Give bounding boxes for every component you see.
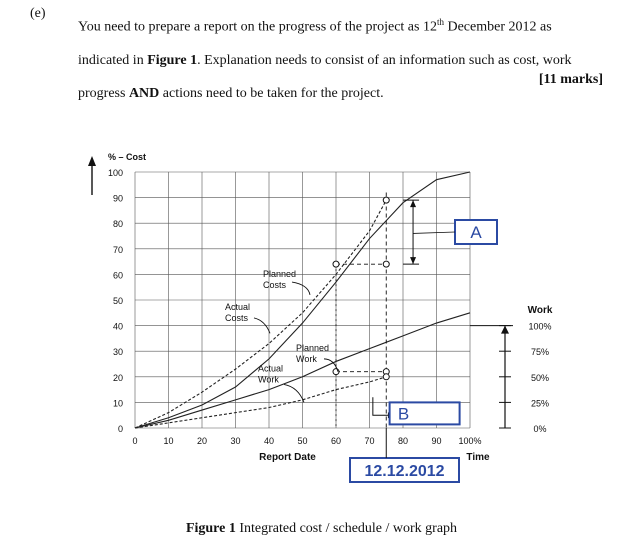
x-tick-label: 90 xyxy=(431,436,441,446)
y-tick-label: 90 xyxy=(113,194,123,204)
question-text: You need to prepare a report on the prog… xyxy=(78,6,598,110)
annotation-layer: A B 12.12.2012 xyxy=(332,192,513,483)
superscript-th: th xyxy=(436,17,444,27)
x-tick-label: 100% xyxy=(458,436,481,446)
x-tick-label: 20 xyxy=(197,436,207,446)
box-a-label: A xyxy=(470,223,482,242)
x-tick-label: 30 xyxy=(230,436,240,446)
marker-point-2 xyxy=(332,260,340,268)
marker-point-4 xyxy=(332,368,340,376)
y-tick-label: 40 xyxy=(113,322,123,332)
report-date-label: 12.12.2012 xyxy=(364,463,444,480)
question-text-part-2: December 2012 as indicated in xyxy=(78,19,552,68)
actual-work-label-line-2: Work xyxy=(258,375,279,385)
x-tick-label: 40 xyxy=(264,436,274,446)
series-line-1 xyxy=(134,199,387,429)
caption-figure-number: Figure 1 xyxy=(185,521,236,536)
caption-text: Integrated cost / schedule / work graph xyxy=(235,521,458,536)
y-tick-label: 50 xyxy=(113,296,123,306)
arrowhead-up xyxy=(410,200,417,208)
y-tick-label: 0 xyxy=(118,424,123,434)
axis-text: 0% 25% 50% 75% 100% Work 0 10 20 30 40 50 60 70 80 90 10… xyxy=(108,152,553,463)
series-line-0 xyxy=(134,171,471,429)
y-tick-label: 80 xyxy=(113,219,123,229)
work-axis-tick-label: 50% xyxy=(531,373,549,383)
question-text-part-1: You need to prepare a report on the prog… xyxy=(78,19,437,35)
connector-a xyxy=(413,231,456,234)
y-tick-label: 30 xyxy=(113,347,123,357)
report-date-box xyxy=(349,457,460,483)
planned-work-label-line-2: Work xyxy=(296,354,317,364)
y-axis-arrowhead xyxy=(88,156,96,166)
x-axis-time-label: Time xyxy=(466,452,490,463)
x-axis-title: Report Date xyxy=(259,452,316,463)
actual-work-label-line-1: Actual xyxy=(258,364,283,374)
question-label: (e) xyxy=(30,6,46,21)
x-tick-label: 70 xyxy=(364,436,374,446)
planned-work-pointer xyxy=(323,358,339,372)
work-axis-tick-label: 100% xyxy=(528,322,551,332)
planned-costs-label-line-1: Planned xyxy=(263,269,296,279)
work-axis-title: Work xyxy=(528,305,553,316)
work-axis-tick-label: 25% xyxy=(531,398,549,408)
x-tick-label: 0 xyxy=(132,436,137,446)
y-tick-label: 10 xyxy=(113,398,123,408)
figure-caption: Figure 1 Integrated cost / schedule / wo… xyxy=(0,521,643,537)
arrow-to-b xyxy=(372,397,393,416)
question-text-part-4: actions need to be taken for the project… xyxy=(159,85,384,101)
planned-costs-label-line-2: Costs xyxy=(263,280,287,290)
x-tick-label: 50 xyxy=(297,436,307,446)
work-axis-tick-label: 75% xyxy=(531,347,549,357)
work-axis-tick-label: 0% xyxy=(533,424,546,434)
box-a xyxy=(454,219,498,245)
integrated-graph: A B 12.12.2012 0% 25% 50% 75% 100% Work 0 10 20 30 4… xyxy=(88,152,553,483)
series-lines xyxy=(134,171,471,429)
y-tick-label: 70 xyxy=(113,245,123,255)
box-b xyxy=(388,401,461,426)
box-b-label: B xyxy=(398,404,409,423)
actual-costs-pointer xyxy=(253,317,271,334)
planned-work-label-line-1: Planned xyxy=(296,343,329,353)
series-line-2 xyxy=(134,312,471,429)
actual-work-pointer xyxy=(283,384,305,403)
and-emphasis: AND xyxy=(128,85,160,101)
figure-reference: Figure 1 xyxy=(147,52,198,68)
actual-costs-label-line-1: Actual xyxy=(225,302,250,312)
y-tick-label: 20 xyxy=(113,373,123,383)
planned-costs-pointer xyxy=(291,281,311,295)
arrowhead-down xyxy=(410,257,417,265)
work-axis-arrowhead xyxy=(501,325,509,334)
grid xyxy=(88,156,471,429)
x-tick-label: 10 xyxy=(163,436,173,446)
y-axis-title: % – Cost xyxy=(108,152,146,162)
y-tick-label: 60 xyxy=(113,270,123,280)
x-tick-label: 60 xyxy=(331,436,341,446)
y-tick-label: 100 xyxy=(108,168,123,178)
marker-point-5 xyxy=(382,373,390,381)
series-line-3 xyxy=(134,376,387,429)
marker-point-1 xyxy=(382,260,390,268)
question-text-part-3: . Explanation needs to consist of an inf… xyxy=(78,52,572,101)
x-tick-label: 80 xyxy=(398,436,408,446)
marks-label: [11 marks] xyxy=(538,72,603,87)
actual-costs-label-line-2: Costs xyxy=(225,313,249,323)
marker-point-0 xyxy=(382,196,390,204)
